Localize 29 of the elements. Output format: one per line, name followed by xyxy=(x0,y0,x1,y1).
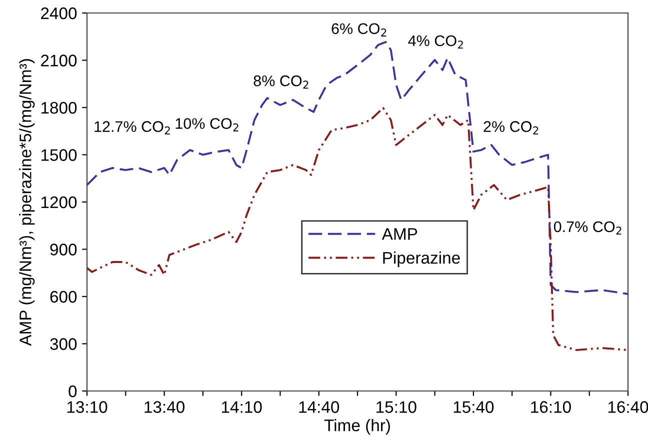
line-series xyxy=(87,107,628,352)
x-tick-label: 16:10 xyxy=(531,401,571,413)
y-tick-label: 600 xyxy=(50,290,77,303)
annotation: 10% CO$_{2}$ xyxy=(176,118,238,132)
annotation: 2% CO$_{2}$ xyxy=(484,121,538,134)
legend-label: AMP xyxy=(382,228,418,240)
x-tick-label: 13:10 xyxy=(67,401,108,413)
annotation: 0.7% CO$_{2}$ xyxy=(554,221,622,235)
y-tick-label: 300 xyxy=(50,338,77,350)
y-tick-label: 2100 xyxy=(41,54,77,66)
y-tick-label: 900 xyxy=(50,244,77,256)
y-tick-label: 0 xyxy=(68,385,77,398)
annotation: 12.7% CO$_{2}$ xyxy=(94,121,170,134)
annotation: 6% CO$_{2}$ xyxy=(332,23,386,36)
x-tick-label: 15:10 xyxy=(376,401,416,413)
x-tick-label: 14:10 xyxy=(222,401,262,413)
y-tick-label: 1800 xyxy=(41,102,77,114)
y-tick-label: 1500 xyxy=(41,149,77,161)
x-tick-label: 13:40 xyxy=(144,401,184,413)
y-tick-label: 2400 xyxy=(41,7,77,20)
annotation: 8% CO$_{2}$ xyxy=(254,75,308,89)
x-axis-title: Time (hr) xyxy=(324,419,390,435)
legend-label: Piperazine xyxy=(383,252,460,268)
y-axis-title: AMP (mg/Nm³), piperazine*5/(mg/Nm³) xyxy=(19,59,35,346)
x-tick-label: 15:40 xyxy=(454,401,494,413)
x-tick-label: 14:40 xyxy=(299,401,340,413)
x-tick-label: 16:40 xyxy=(608,401,648,413)
annotation: 4% CO$_{2}$ xyxy=(408,35,463,49)
y-tick-label: 1200 xyxy=(41,196,77,208)
